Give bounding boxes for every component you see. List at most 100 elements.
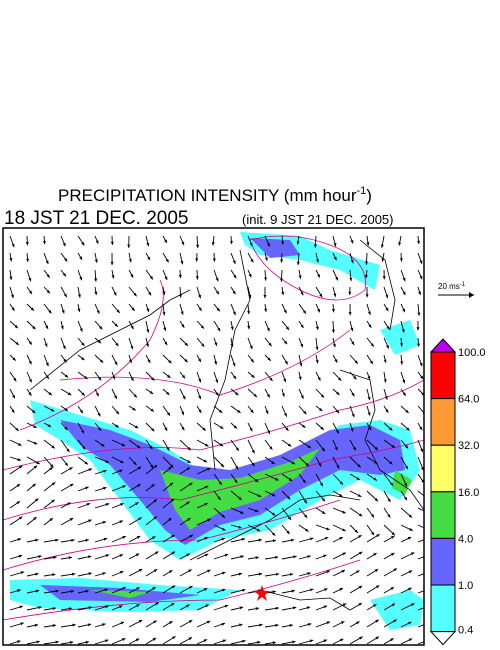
wind-arrow-head — [254, 509, 259, 513]
wind-arrow-head — [417, 312, 421, 316]
wind-arrow-head — [257, 494, 262, 497]
wind-arrow-head — [45, 260, 49, 265]
wind-arrow-head — [288, 477, 293, 481]
wind-arrow-head — [420, 375, 424, 380]
wind-arrow-head — [275, 477, 279, 481]
wind-arrow-head — [310, 588, 314, 592]
wind-arrow-head — [188, 637, 193, 641]
wind-arrow-head — [204, 485, 209, 489]
wind-arrow-head — [88, 572, 92, 576]
wind-arrow-head — [342, 510, 346, 514]
wind-arrow-head — [290, 538, 295, 542]
wind-arrow-head — [264, 277, 268, 281]
wind-arrow-head — [111, 275, 115, 279]
wind-arrow-head — [168, 517, 172, 522]
wind-arrow-head — [15, 341, 19, 345]
wind-arrow-head — [95, 240, 99, 244]
wind-arrow-head — [287, 516, 292, 520]
wind-arrow-head — [186, 553, 190, 557]
wind-arrow-head — [68, 556, 72, 560]
wind-arrow-head — [184, 358, 188, 363]
wind-arrow-head — [375, 619, 379, 623]
wind-arrow-head — [168, 466, 172, 470]
wind-arrow-head — [153, 499, 157, 503]
wind-arrow-head — [71, 572, 76, 576]
wind-arrow-head — [342, 603, 347, 607]
wind-arrow-head — [364, 274, 368, 279]
wind-arrow-head — [401, 329, 405, 333]
wind-arrow-head — [326, 570, 330, 574]
wind-arrow-head — [69, 467, 73, 471]
wind-arrow-head — [85, 538, 89, 542]
wind-arrow-head — [400, 361, 404, 365]
wind-arrow-head — [291, 589, 295, 593]
wind-arrow-head — [116, 309, 120, 313]
wind-arrow-head — [62, 345, 66, 350]
wind-arrow-head — [321, 497, 326, 502]
wind-arrow-head — [250, 258, 254, 263]
wind-arrow-head — [122, 536, 126, 539]
wind-arrow-head — [386, 325, 390, 330]
wind-arrow-head — [374, 497, 378, 502]
wind-arrow-head — [250, 359, 254, 363]
wind-arrow-head — [48, 310, 52, 314]
wind-arrow-head — [186, 604, 190, 608]
wind-arrow-head — [292, 606, 297, 610]
wind-arrow-head — [289, 572, 294, 576]
wind-arrow-head — [409, 527, 413, 531]
wind-arrow-head — [267, 243, 270, 247]
wind-arrow-head — [406, 427, 410, 431]
wind-arrow-head — [380, 244, 384, 248]
wind-arrow-head — [135, 553, 140, 557]
wind-arrow-head — [110, 241, 114, 245]
wind-arrow-head — [115, 410, 120, 415]
precip-area — [370, 590, 424, 630]
wind-arrow-head — [224, 604, 229, 608]
wind-arrow-head — [251, 449, 255, 454]
wind-arrow-head — [53, 555, 57, 560]
wind-arrow-head — [202, 427, 206, 431]
wind-arrow-head — [67, 502, 71, 506]
wind-arrow-head — [242, 588, 246, 592]
wind-arrow-head — [402, 277, 406, 282]
wind-arrow-head — [332, 343, 336, 348]
wind-arrow-head — [147, 359, 151, 363]
wind-arrow-head — [321, 510, 326, 514]
wind-arrow-head — [204, 553, 209, 557]
wind-arrow-head — [181, 426, 185, 431]
wind-arrow-head — [85, 640, 89, 644]
wind-arrow-head — [240, 510, 244, 514]
wind-arrow-head — [230, 343, 234, 347]
wind-arrow-head — [275, 606, 279, 610]
wind-arrow-head — [365, 261, 369, 265]
wind-arrow-head — [188, 620, 193, 624]
wind-arrow-head — [118, 605, 123, 609]
wind-arrow-head — [219, 443, 224, 447]
wind-arrow-head — [390, 587, 394, 591]
wind-arrow-head — [233, 274, 237, 279]
wind-arrow-head — [26, 258, 30, 262]
wind-arrow-head — [33, 441, 38, 445]
wind-arrow-head — [103, 469, 107, 473]
wind-arrow-head — [187, 459, 191, 463]
wind-arrow-head — [97, 412, 101, 417]
wind-arrow-head — [52, 573, 56, 577]
wind-arrow-head — [408, 570, 413, 574]
wind-arrow-head — [267, 430, 270, 434]
wind-arrow-head — [272, 539, 277, 543]
wind-arrow-head — [339, 481, 343, 485]
wind-arrow-head — [218, 409, 223, 413]
wind-arrow-head — [237, 409, 241, 413]
wind-arrow-head — [240, 555, 244, 559]
wind-arrow-head — [272, 590, 276, 594]
wind-arrow-head — [217, 327, 221, 332]
wind-arrow-head — [337, 377, 342, 381]
wind-arrow-head — [35, 589, 40, 593]
wind-arrow-head — [79, 256, 83, 260]
wind-arrow-head — [110, 261, 114, 265]
wind-arrow-head — [391, 444, 395, 448]
wind-arrow-head — [266, 394, 270, 398]
wind-arrow-head — [149, 390, 154, 394]
wind-arrow-head — [323, 554, 327, 558]
wind-arrow-head — [352, 447, 356, 451]
